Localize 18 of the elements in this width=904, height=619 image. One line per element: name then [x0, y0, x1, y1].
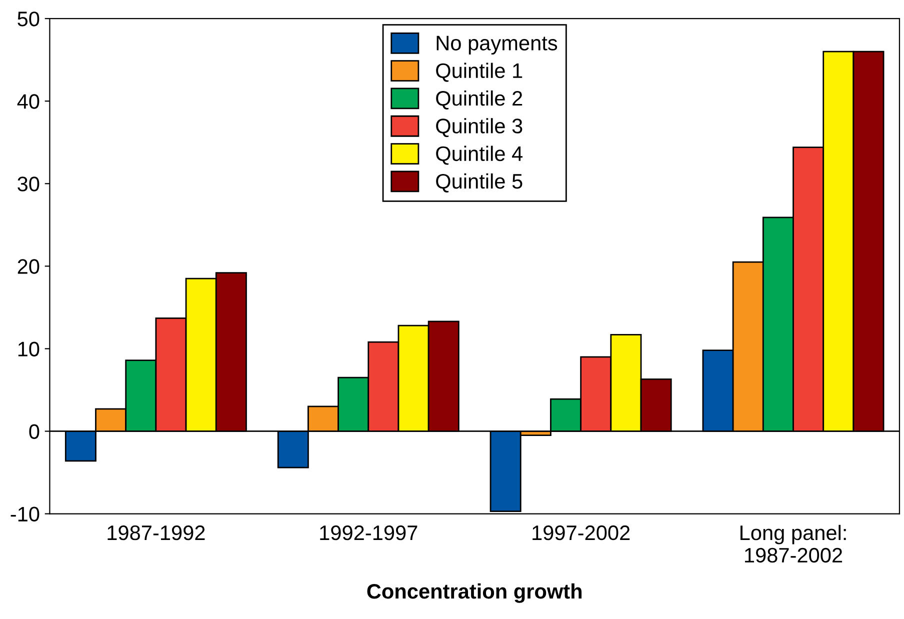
x-axis-title: Concentration growth	[367, 583, 582, 603]
legend-label: Quintile 2	[436, 90, 522, 110]
x-tick-label: 1997-2002	[532, 525, 630, 540]
legend-label: Quintile 1	[436, 62, 522, 82]
legend-label: Quintile 5	[436, 173, 522, 192]
y-tick-label: 20	[18, 259, 40, 274]
x-tick-label: Long panel: 1987-2002	[740, 524, 846, 563]
legend-label: No payments	[436, 36, 558, 55]
x-tick-label: 1992-1997	[320, 525, 418, 540]
x-tick-label: 1987-1992	[108, 525, 205, 540]
y-tick-label: -10	[10, 506, 40, 522]
y-tick-label: 10	[18, 342, 40, 356]
y-tick-label: 30	[18, 176, 40, 192]
y-tick-label: 0	[29, 424, 40, 439]
y-tick-label: 50	[18, 12, 40, 26]
legend-label: Quintile 4	[436, 146, 523, 165]
legend-label: Quintile 3	[436, 118, 522, 138]
y-tick-label: 40	[17, 94, 40, 109]
